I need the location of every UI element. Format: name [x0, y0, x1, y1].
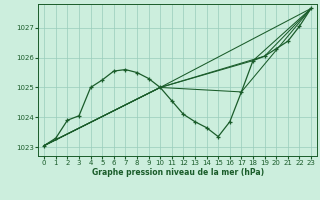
X-axis label: Graphe pression niveau de la mer (hPa): Graphe pression niveau de la mer (hPa) — [92, 168, 264, 177]
